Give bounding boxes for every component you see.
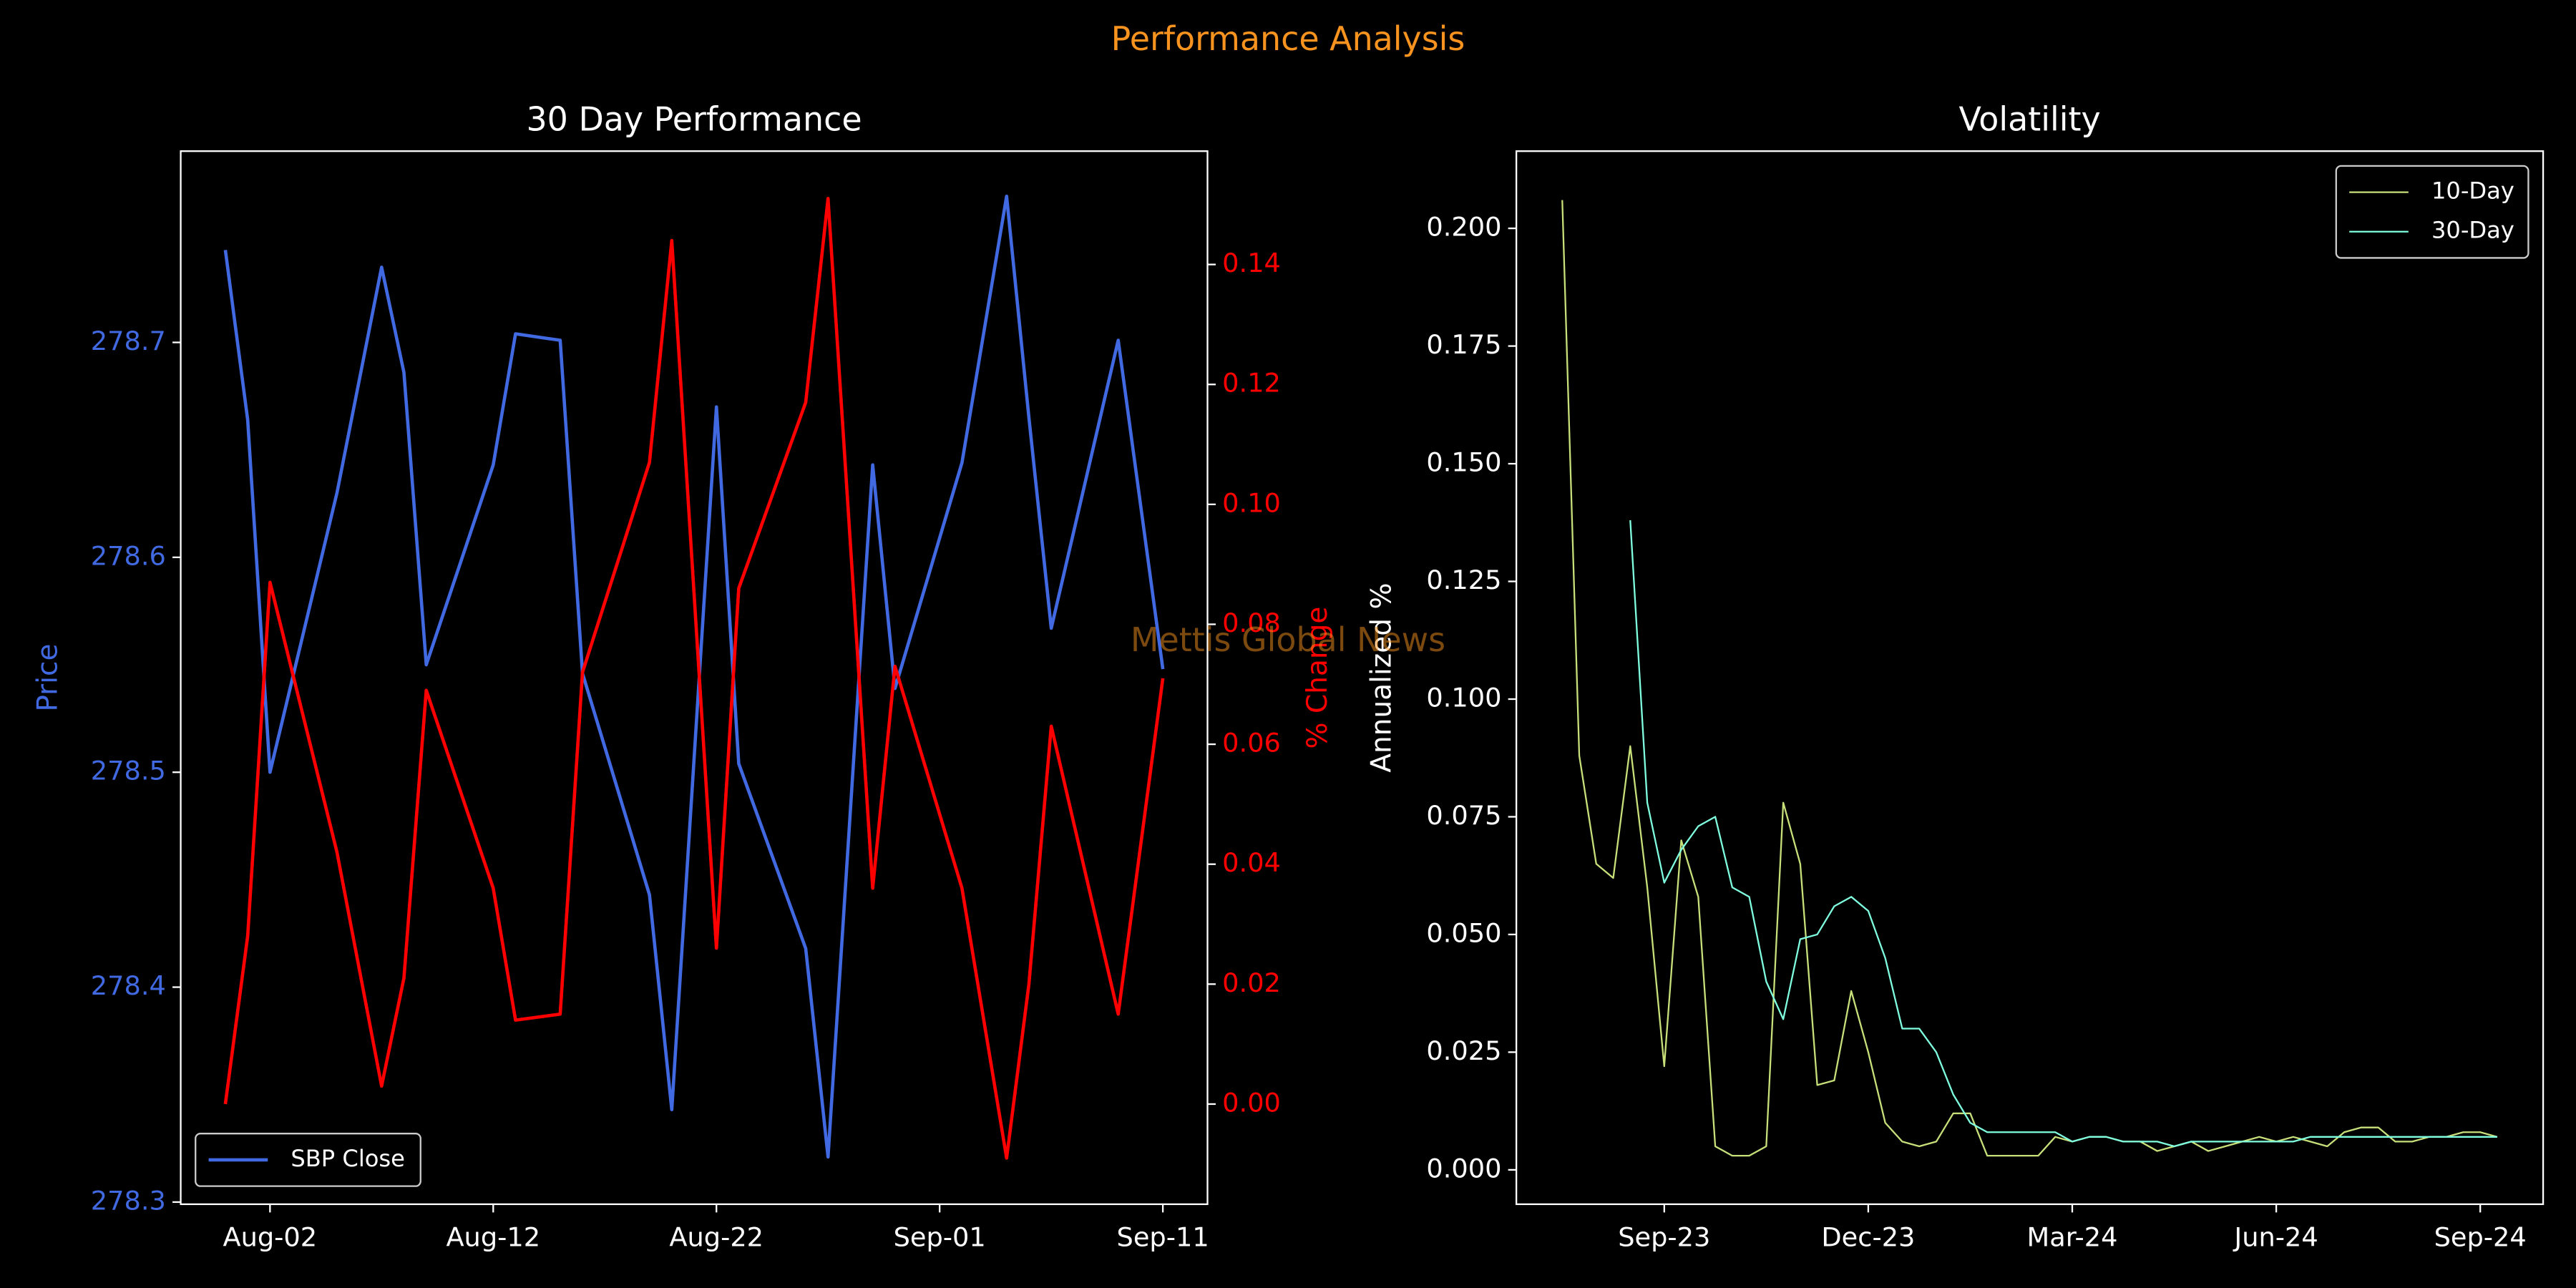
x-tick-label: Sep-01 — [894, 1222, 986, 1253]
y-tick-label: 0.125 — [1426, 565, 1501, 595]
x-tick-label: Aug-12 — [446, 1222, 540, 1253]
chart-title: 30 Day Performance — [526, 99, 862, 138]
series-line — [223, 194, 1165, 1159]
x-tick-label: Sep-24 — [2434, 1222, 2527, 1253]
x-tick-label: Aug-02 — [223, 1222, 317, 1253]
y-tick-label: 0.175 — [1426, 329, 1501, 360]
legend-box — [195, 1133, 421, 1187]
y-tick-label: 0.000 — [1426, 1153, 1501, 1184]
y-tick-label: 0.050 — [1426, 917, 1501, 948]
y2-tick-label: 0.00 — [1222, 1087, 1281, 1118]
y2-tick-label: 0.02 — [1222, 967, 1281, 998]
y-tick-label: 0.100 — [1426, 683, 1501, 713]
x-tick-label: Dec-23 — [1821, 1222, 1915, 1253]
y2-axis-label: % Change — [1302, 607, 1334, 749]
y-tick-label: 278.7 — [91, 326, 166, 356]
y-tick-label: 0.150 — [1426, 447, 1501, 478]
chart-title: Volatility — [1958, 99, 2100, 138]
y-tick-label: 278.3 — [91, 1185, 166, 1216]
y2-tick-label: 0.12 — [1222, 368, 1281, 399]
y-tick-label: 278.5 — [91, 756, 166, 786]
x-tick-label: Jun-24 — [2233, 1222, 2318, 1253]
axes-frame — [1515, 150, 2545, 1206]
legend-label: 10-Day — [2431, 177, 2514, 205]
y2-tick-label: 0.10 — [1222, 487, 1281, 518]
watermark: Mettis Global News — [1131, 620, 1445, 659]
x-tick-label: Sep-11 — [1117, 1222, 1209, 1253]
series-line — [1629, 519, 2497, 1148]
y2-tick-label: 0.04 — [1222, 847, 1281, 878]
y-tick-label: 278.6 — [91, 540, 166, 571]
y2-tick-label: 0.14 — [1222, 248, 1281, 278]
x-tick-label: Aug-22 — [669, 1222, 763, 1253]
axes-frame — [180, 150, 1209, 1206]
y2-tick-label: 0.06 — [1222, 728, 1281, 758]
y-axis-label: Annualized % — [1366, 582, 1398, 772]
series-line — [223, 197, 1165, 1160]
y-axis-label: Price — [31, 643, 64, 711]
figure-title: Performance Analysis — [1111, 19, 1465, 58]
legend-label: SBP Close — [291, 1145, 405, 1172]
series-line — [1561, 200, 2498, 1157]
y2-tick-label: 0.08 — [1222, 608, 1281, 638]
y-tick-label: 278.4 — [91, 970, 166, 1001]
y-tick-label: 0.200 — [1426, 212, 1501, 243]
y-tick-label: 0.075 — [1426, 800, 1501, 831]
legend-label: 30-Day — [2431, 217, 2514, 244]
legend-box — [2335, 165, 2529, 259]
x-tick-label: Mar-24 — [2027, 1222, 2118, 1253]
x-tick-label: Sep-23 — [1618, 1222, 1710, 1253]
y-tick-label: 0.025 — [1426, 1035, 1501, 1066]
